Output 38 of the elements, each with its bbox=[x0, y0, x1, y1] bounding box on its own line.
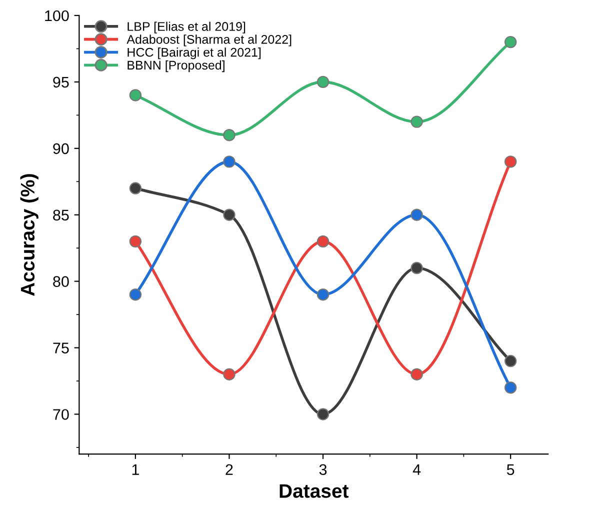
point bbox=[504, 354, 517, 368]
point bbox=[410, 368, 423, 380]
x-axis-title: Dataset bbox=[280, 484, 349, 498]
point bbox=[129, 182, 142, 194]
y-axis-title: Accuracy (%) bbox=[20, 174, 38, 296]
point bbox=[410, 116, 423, 128]
legend-label: BBNN [Proposed] bbox=[128, 60, 224, 72]
x-tick-label: 2 bbox=[226, 464, 233, 475]
point bbox=[129, 288, 142, 301]
x-tick-label: 3 bbox=[319, 464, 327, 476]
point bbox=[410, 208, 423, 221]
point bbox=[223, 156, 236, 168]
point bbox=[129, 235, 142, 248]
point bbox=[504, 156, 517, 168]
point bbox=[223, 368, 236, 380]
y-tick-label: 80 bbox=[53, 276, 69, 287]
legend-label: LBP [Elias et al 2019] bbox=[128, 22, 246, 34]
y-tick-label: 70 bbox=[53, 409, 69, 420]
y-tick-label: 95 bbox=[53, 76, 69, 88]
y-tick-label: 90 bbox=[53, 143, 69, 154]
point bbox=[316, 76, 330, 88]
point bbox=[504, 382, 517, 394]
point bbox=[129, 89, 142, 102]
x-tick-label: 4 bbox=[412, 464, 421, 475]
legend-label: HCC [Bairagi et al 2021] bbox=[128, 48, 261, 60]
x-tick-label: 1 bbox=[132, 464, 139, 475]
point bbox=[410, 262, 423, 274]
point bbox=[316, 288, 330, 301]
point bbox=[504, 36, 517, 48]
point bbox=[223, 128, 236, 142]
x-tick-label: 5 bbox=[506, 464, 514, 476]
legend-label: Adaboost [Sharma et al 2022] bbox=[126, 34, 292, 46]
y-tick-label: 75 bbox=[53, 342, 69, 354]
point bbox=[316, 408, 330, 420]
y-tick-label: 100 bbox=[45, 10, 69, 22]
y-tick-label: 85 bbox=[53, 210, 69, 221]
point bbox=[223, 208, 236, 221]
point bbox=[316, 235, 330, 248]
